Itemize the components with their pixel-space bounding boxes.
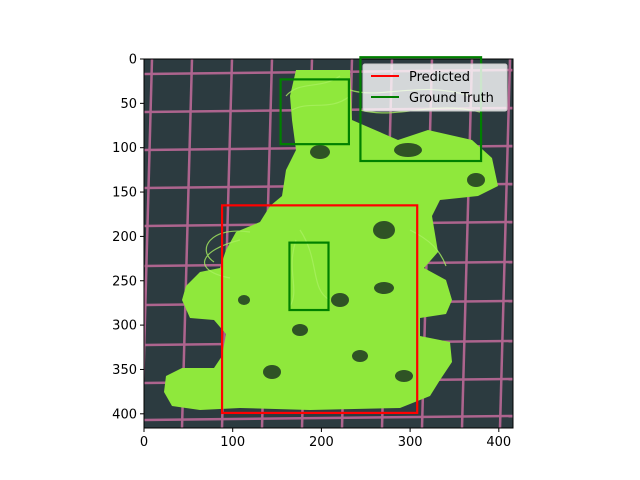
x-tick-label: 400	[486, 435, 511, 450]
photo-image	[144, 59, 513, 428]
y-axis: 0 50 100 150 200 250 300 350 400	[112, 53, 144, 422]
axes-frame	[143, 58, 514, 429]
x-tick-label: 0	[140, 435, 148, 450]
y-tick-label: 350	[112, 363, 137, 378]
x-tick-label: 300	[398, 435, 423, 450]
y-tick-label: 100	[112, 141, 137, 156]
legend-label-predicted: Predicted	[409, 70, 470, 85]
y-tick-label: 150	[112, 186, 137, 201]
y-tick-label: 200	[112, 230, 137, 245]
predicted-box	[220, 204, 419, 415]
legend: Predicted Ground Truth	[362, 63, 508, 112]
y-tick-label: 50	[120, 97, 137, 112]
y-tick-label: 300	[112, 319, 137, 334]
y-tick-label: 400	[112, 407, 137, 422]
x-tick-label: 100	[220, 435, 245, 450]
x-axis: 0 100 200 300 400	[140, 428, 511, 450]
legend-label-ground-truth: Ground Truth	[409, 91, 494, 106]
y-tick-label: 0	[129, 53, 137, 68]
y-tick-label: 250	[112, 274, 137, 289]
ground-truth-box	[279, 78, 351, 146]
ground-truth-box	[288, 241, 330, 312]
x-tick-label: 200	[309, 435, 334, 450]
